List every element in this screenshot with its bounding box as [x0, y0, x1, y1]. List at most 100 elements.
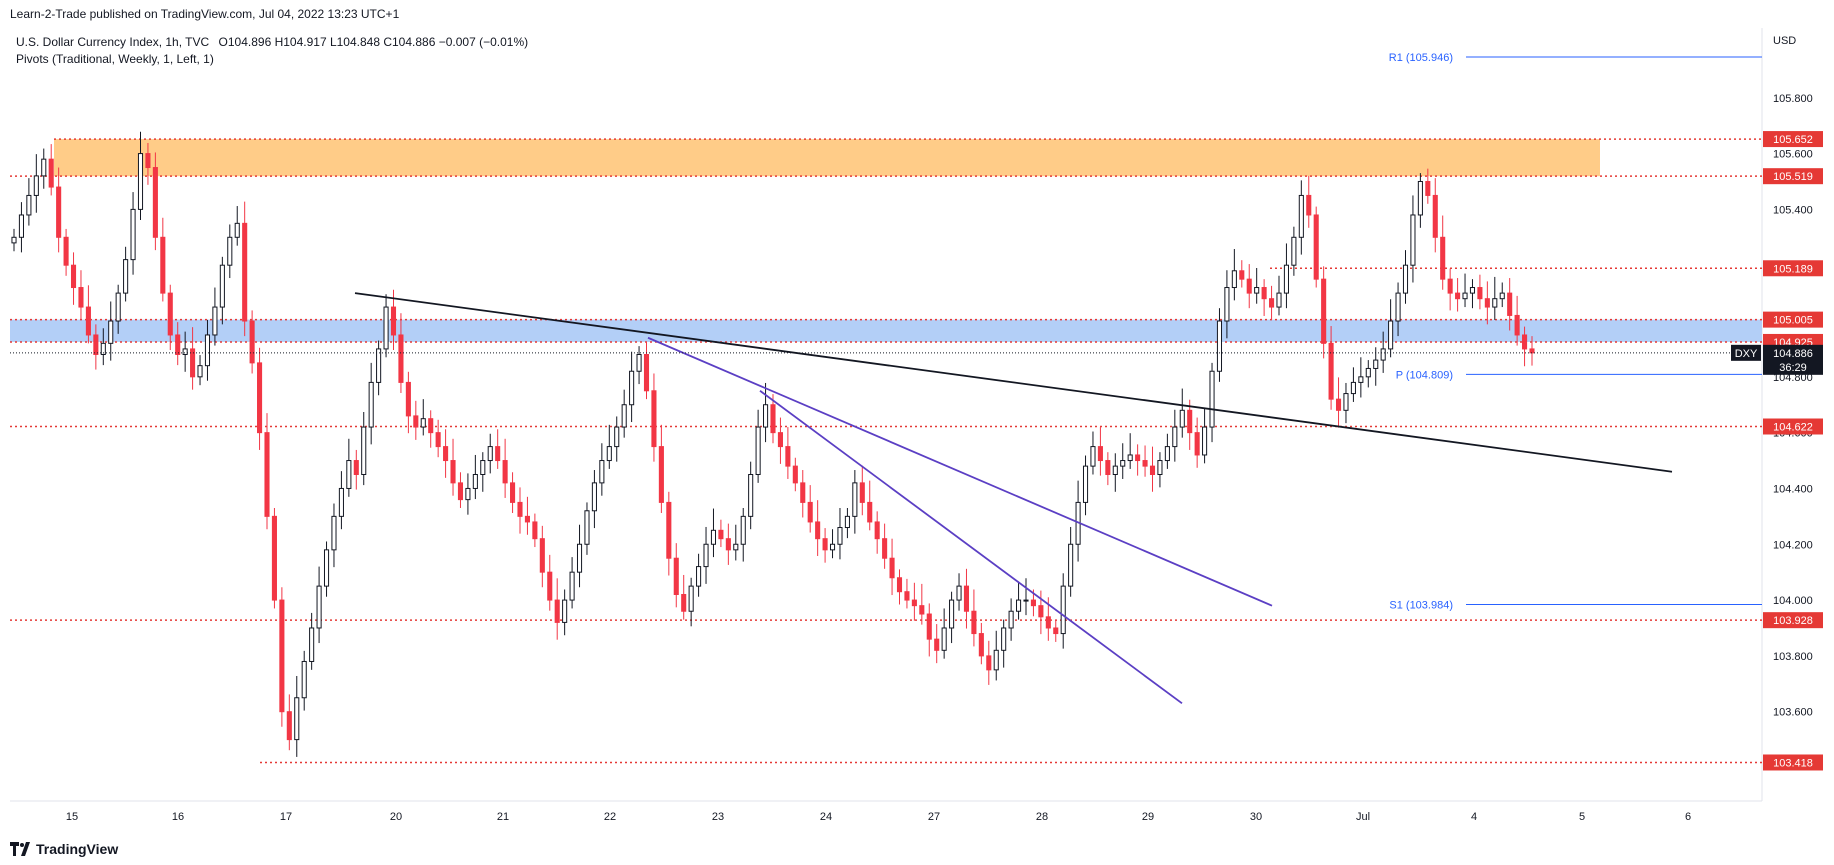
candle-body	[1038, 605, 1044, 618]
candle-body	[562, 599, 568, 623]
candle-body	[763, 404, 769, 428]
candle-body	[257, 362, 263, 434]
candle-body	[495, 446, 501, 462]
candle-body	[301, 660, 307, 699]
candle-body	[1492, 298, 1498, 308]
candle-body	[197, 365, 203, 378]
candle-body	[696, 566, 702, 587]
candle-body	[1507, 292, 1513, 316]
candle-body	[1291, 236, 1297, 266]
level-badge	[1763, 754, 1823, 771]
candle-body	[70, 264, 77, 289]
candle-body	[1202, 426, 1208, 456]
tradingview-logo[interactable]: TradingView	[10, 840, 118, 858]
level-badge	[1763, 311, 1823, 328]
candle-body	[1254, 287, 1260, 294]
candle-body	[443, 446, 449, 462]
x-tick-label: 28	[1036, 811, 1048, 823]
time-axis: 15 16 17 20 21 22 23 24 27 28 29 30 Jul 4 5 6	[66, 811, 1691, 823]
candle-body	[1090, 446, 1096, 467]
candle-body	[718, 529, 724, 540]
y-tick-label: 103.600	[1773, 707, 1813, 719]
candle-body	[740, 515, 746, 545]
x-tick-label: 17	[280, 811, 292, 823]
zones-layer	[10, 139, 1762, 342]
candle-body	[807, 501, 813, 523]
y-tick-label: 105.600	[1773, 149, 1813, 161]
candle-body	[1328, 342, 1334, 400]
candle-body	[949, 599, 955, 629]
candle-body	[309, 627, 315, 662]
candle-body	[346, 460, 352, 489]
candle-body	[1194, 432, 1200, 456]
candle-body	[390, 306, 397, 336]
indicator-row[interactable]: Pivots (Traditional, Weekly, 1, Left, 1)	[16, 52, 214, 66]
candle-body	[934, 638, 940, 651]
candle-body	[978, 633, 984, 657]
current-price-badge	[1763, 344, 1823, 375]
candle-body	[167, 292, 173, 336]
candle-body	[510, 482, 516, 503]
candle-body	[904, 591, 910, 601]
candle-body	[1298, 194, 1304, 238]
candle-body	[554, 599, 560, 623]
candle-body	[1261, 287, 1267, 300]
candle-body	[472, 473, 478, 489]
candle-body	[85, 306, 91, 336]
symbol-badge-text: DXY	[1735, 348, 1758, 360]
level-badge-text: 105.652	[1773, 134, 1813, 146]
candle-body	[1462, 292, 1468, 300]
candle-body	[658, 446, 664, 503]
candle-body	[1016, 599, 1022, 612]
candle-body	[1209, 370, 1215, 428]
candle-body	[227, 236, 233, 266]
level-badge-text: 105.519	[1773, 171, 1813, 183]
candle-body	[926, 613, 932, 640]
candle-body	[1269, 298, 1275, 308]
symbol-row[interactable]: U.S. Dollar Currency Index, 1h, TVC O104…	[16, 34, 528, 51]
x-tick-label: 29	[1142, 811, 1154, 823]
currency-label: USD	[1773, 35, 1796, 47]
pivot-label: P (104.809)	[1396, 369, 1453, 381]
candle-body	[78, 287, 84, 308]
candle-body	[1082, 465, 1089, 503]
candle-body	[376, 348, 382, 383]
candle-body	[852, 482, 858, 517]
y-tick-label: 103.800	[1773, 651, 1813, 663]
level-badge-text: 103.928	[1773, 615, 1813, 627]
candle-body	[815, 521, 821, 540]
candle-body	[368, 381, 374, 428]
candle-body	[1068, 543, 1074, 587]
x-tick-label: 22	[604, 811, 616, 823]
candle-body	[1164, 446, 1170, 462]
candle-body	[286, 711, 292, 741]
x-tick-label: 15	[66, 811, 78, 823]
candle-body	[703, 543, 709, 568]
candle-body	[576, 543, 583, 573]
pivot-label: R1 (105.946)	[1389, 52, 1453, 64]
candle-body	[1425, 180, 1431, 196]
candle-body	[532, 521, 538, 540]
candle-body	[629, 370, 635, 406]
candle-body	[1388, 320, 1394, 350]
symbol-badge	[1731, 344, 1761, 361]
candle-body	[115, 292, 121, 322]
candle-body	[137, 153, 144, 210]
candle-body	[1276, 292, 1282, 308]
candle-body	[591, 482, 597, 512]
level-badge	[1763, 612, 1823, 629]
candle-body	[1112, 465, 1118, 475]
candle-body	[837, 527, 843, 545]
candle-body	[599, 460, 605, 484]
tradingview-logo-icon	[10, 842, 30, 856]
candle-body	[160, 236, 166, 294]
candle-body	[1008, 610, 1014, 629]
candle-body	[1246, 278, 1252, 294]
candle-body	[986, 655, 992, 671]
candle-body	[748, 473, 754, 517]
candle-body	[361, 426, 367, 475]
candle-body	[316, 585, 322, 629]
candle-body	[688, 585, 694, 612]
levels-layer	[10, 138, 1762, 764]
